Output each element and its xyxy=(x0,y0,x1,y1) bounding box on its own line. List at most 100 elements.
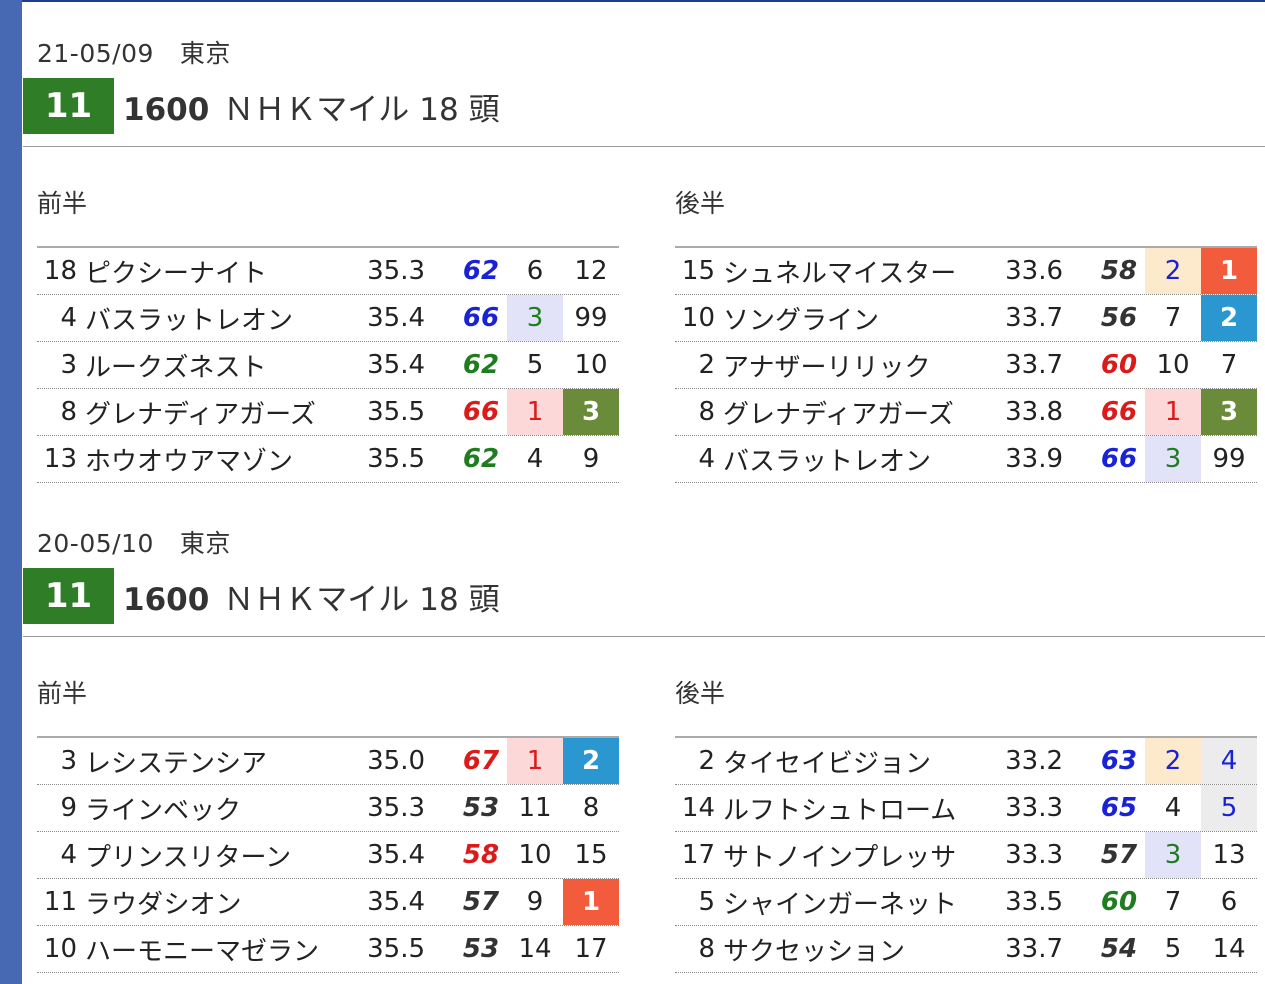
table-row: 8 グレナディアガーズ 35.5 66 1 3 xyxy=(37,389,619,436)
race-distance: 1600 xyxy=(123,92,210,128)
split-table-first: 3 レシステンシア 35.0 67 1 2 9 ラインベック 35.3 53 11 8 4 プリンスリター… xyxy=(37,736,619,973)
speed-index: 56 xyxy=(1100,303,1138,333)
finish-rank: 17 xyxy=(574,934,608,964)
horse-name: ホウオウアマゾン xyxy=(85,446,294,477)
race-name: ＮＨＫマイル xyxy=(223,92,410,128)
left-sidebar-strip xyxy=(0,0,22,984)
horse-name: シャインガーネット xyxy=(723,889,958,920)
divider xyxy=(23,146,1265,147)
split-rank: 10 xyxy=(1156,350,1190,380)
speed-index: 58 xyxy=(462,840,500,870)
split-rank: 5 xyxy=(1164,934,1182,964)
split-rank: 7 xyxy=(1164,887,1182,917)
table-row: 3 レシステンシア 35.0 67 1 2 xyxy=(37,738,619,785)
finish-rank: 3 xyxy=(563,389,619,435)
race-date-line: 20-05/10 東京 xyxy=(37,524,231,560)
race-name: ＮＨＫマイル xyxy=(223,582,410,618)
split-time: 35.4 xyxy=(367,840,425,870)
speed-index: 57 xyxy=(462,887,500,917)
table-row: 10 ソングライン 33.7 56 7 2 xyxy=(675,295,1257,342)
split-time: 35.3 xyxy=(367,256,425,286)
horse-number: 11 xyxy=(43,887,77,917)
horse-name: サクセッション xyxy=(723,936,906,967)
race-distance: 1600 xyxy=(123,582,210,618)
split-table-second: 15 シュネルマイスター 33.6 58 2 1 10 ソングライン 33.7 56 7 2 2 アナザー… xyxy=(675,246,1257,483)
finish-rank: 15 xyxy=(574,840,608,870)
speed-index: 66 xyxy=(462,397,500,427)
split-rank: 2 xyxy=(1145,738,1201,784)
race-runners: 18 頭 xyxy=(419,92,500,128)
split-rank: 10 xyxy=(518,840,552,870)
horse-number: 8 xyxy=(698,934,715,964)
horse-number: 10 xyxy=(681,303,715,333)
split-time: 33.9 xyxy=(1005,444,1063,474)
split-rank: 5 xyxy=(526,350,544,380)
split-rank: 6 xyxy=(526,256,544,286)
table-row: 11 ラウダシオン 35.4 57 9 1 xyxy=(37,879,619,926)
speed-index: 63 xyxy=(1100,746,1138,776)
horse-name: アナザーリリック xyxy=(723,352,931,383)
speed-index: 67 xyxy=(462,746,500,776)
split-time: 35.4 xyxy=(367,350,425,380)
table-row: 2 タイセイビジョン 33.2 63 2 4 xyxy=(675,738,1257,785)
split-time: 35.5 xyxy=(367,397,425,427)
split-time: 33.3 xyxy=(1005,840,1063,870)
race-date: 21-05/09 xyxy=(37,39,154,68)
finish-rank: 9 xyxy=(582,444,600,474)
finish-rank: 10 xyxy=(574,350,608,380)
race-header: 11 1600 ＮＨＫマイル 18 頭 xyxy=(22,78,1265,134)
finish-rank: 99 xyxy=(574,303,608,333)
race-venue: 東京 xyxy=(179,529,231,558)
top-border xyxy=(22,0,1265,2)
table-row: 4 バスラットレオン 35.4 66 3 99 xyxy=(37,295,619,342)
speed-index: 62 xyxy=(462,444,500,474)
horse-number: 18 xyxy=(43,256,77,286)
half-label-second: 後半 xyxy=(675,679,726,708)
finish-rank: 1 xyxy=(1201,248,1257,294)
split-time: 33.6 xyxy=(1005,256,1063,286)
speed-index: 57 xyxy=(1100,840,1138,870)
split-rank: 3 xyxy=(507,295,563,341)
finish-rank: 14 xyxy=(1212,934,1246,964)
finish-rank: 2 xyxy=(563,738,619,784)
speed-index: 60 xyxy=(1100,887,1138,917)
table-row: 17 サトノインプレッサ 33.3 57 3 13 xyxy=(675,832,1257,879)
race-date: 20-05/10 xyxy=(37,529,154,558)
table-row: 14 ルフトシュトローム 33.3 65 4 5 xyxy=(675,785,1257,832)
speed-index: 65 xyxy=(1100,793,1138,823)
horse-number: 2 xyxy=(698,350,715,380)
split-time: 35.4 xyxy=(367,303,425,333)
horse-name: バスラットレオン xyxy=(85,305,294,336)
split-rank: 7 xyxy=(1164,303,1182,333)
table-row: 8 サクセッション 33.7 54 5 14 xyxy=(675,926,1257,973)
horse-number: 14 xyxy=(681,793,715,823)
horse-name: プリンスリターン xyxy=(85,842,292,873)
horse-number: 8 xyxy=(698,397,715,427)
horse-number: 10 xyxy=(43,934,77,964)
split-time: 33.3 xyxy=(1005,793,1063,823)
table-row: 2 アナザーリリック 33.7 60 10 7 xyxy=(675,342,1257,389)
race-venue: 東京 xyxy=(179,39,231,68)
horse-number: 4 xyxy=(698,444,715,474)
speed-index: 66 xyxy=(1100,397,1138,427)
horse-name: ラウダシオン xyxy=(85,889,242,920)
speed-index: 66 xyxy=(462,303,500,333)
speed-index: 53 xyxy=(462,793,500,823)
table-row: 3 ルークズネスト 35.4 62 5 10 xyxy=(37,342,619,389)
split-rank: 3 xyxy=(1145,832,1201,878)
speed-index: 60 xyxy=(1100,350,1138,380)
split-time: 33.7 xyxy=(1005,303,1063,333)
speed-index: 53 xyxy=(462,934,500,964)
horse-number: 4 xyxy=(60,840,77,870)
finish-rank: 8 xyxy=(582,793,600,823)
finish-rank: 4 xyxy=(1201,738,1257,784)
horse-number: 13 xyxy=(43,444,77,474)
horse-number: 17 xyxy=(681,840,715,870)
horse-name: サトノインプレッサ xyxy=(723,842,957,873)
horse-name: ピクシーナイト xyxy=(85,258,268,289)
split-time: 33.2 xyxy=(1005,746,1063,776)
half-label-first: 前半 xyxy=(37,679,88,708)
finish-rank: 12 xyxy=(574,256,608,286)
split-rank: 4 xyxy=(526,444,544,474)
horse-number: 4 xyxy=(60,303,77,333)
